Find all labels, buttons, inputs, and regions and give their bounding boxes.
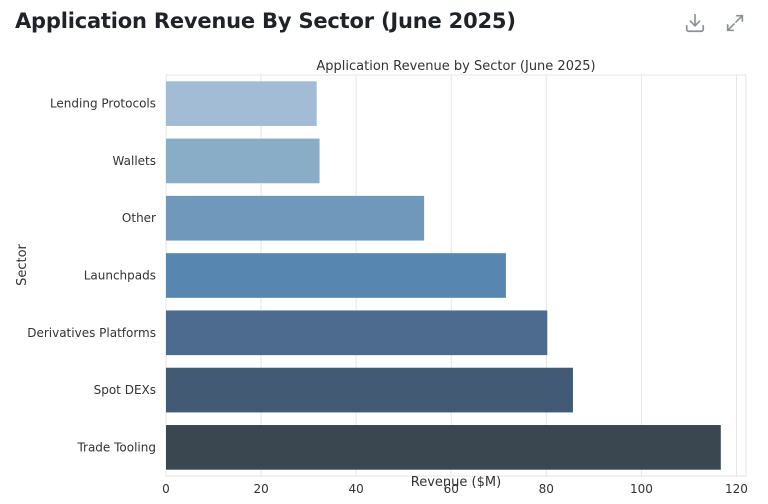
bar[interactable] — [166, 138, 320, 184]
expand-icon — [726, 14, 744, 32]
chart-header: Application Revenue By Sector (June 2025… — [0, 0, 768, 46]
x-tick-label: 0 — [162, 482, 170, 496]
x-tick-label: 120 — [725, 482, 748, 496]
category-label: Trade Tooling — [76, 440, 156, 454]
x-tick-label: 20 — [253, 482, 268, 496]
x-tick-label: 60 — [444, 482, 459, 496]
download-icon — [685, 13, 705, 33]
expand-button[interactable] — [722, 10, 748, 36]
bar-chart: Lending Protocols Wallets Other Launchpads D… — [15, 59, 748, 496]
chart-title: Application Revenue by Sector (June 2025… — [316, 59, 595, 74]
bar[interactable] — [166, 81, 317, 126]
x-axis-label: Revenue ($M) — [411, 475, 501, 490]
category-label: Other — [122, 211, 156, 225]
bars — [166, 81, 721, 470]
x-tick-label: 80 — [539, 482, 554, 496]
chart-container: Lending Protocols Wallets Other Launchpads D… — [0, 46, 768, 499]
page-title: Application Revenue By Sector (June 2025… — [15, 9, 516, 33]
bar[interactable] — [166, 253, 506, 298]
bar[interactable] — [166, 367, 573, 413]
x-tick-labels: 0 20 40 60 80 100 120 — [162, 482, 748, 496]
y-axis-label: Sector — [15, 243, 30, 285]
category-label: Wallets — [113, 154, 156, 168]
category-label: Launchpads — [84, 269, 156, 283]
x-tick-label: 100 — [630, 482, 653, 496]
category-label: Derivatives Platforms — [27, 326, 156, 340]
bar[interactable] — [166, 310, 548, 356]
bar[interactable] — [166, 195, 425, 241]
x-tick-label: 40 — [349, 482, 364, 496]
category-label: Spot DEXs — [94, 383, 156, 397]
category-label: Lending Protocols — [50, 97, 156, 111]
bar[interactable] — [166, 425, 721, 470]
category-labels: Lending Protocols Wallets Other Launchpads D… — [27, 97, 156, 455]
download-button[interactable] — [682, 10, 708, 36]
